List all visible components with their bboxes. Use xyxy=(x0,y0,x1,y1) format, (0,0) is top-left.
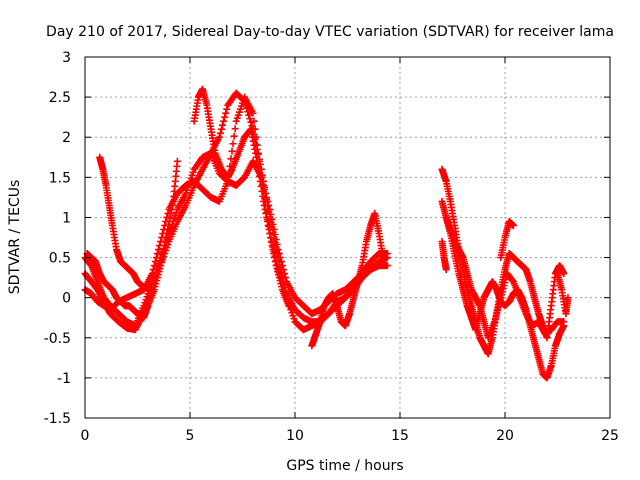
data-point-marker xyxy=(151,258,159,266)
chart-title: Day 210 of 2017, Sidereal Day-to-day VTE… xyxy=(46,24,614,40)
data-point-marker xyxy=(242,101,250,109)
data-point-marker xyxy=(285,302,293,310)
data-point-marker xyxy=(215,133,223,141)
data-point-marker xyxy=(149,266,157,274)
x-tick-label: 20 xyxy=(496,428,514,444)
data-point-marker xyxy=(564,294,572,302)
data-point-marker xyxy=(230,132,238,140)
x-tick-label: 25 xyxy=(601,428,619,444)
plot-frame xyxy=(84,56,611,419)
data-point-marker xyxy=(223,105,231,113)
data-point-marker xyxy=(509,221,517,229)
x-tick-label: 10 xyxy=(286,428,304,444)
data-point-marker xyxy=(243,104,251,112)
data-point-marker xyxy=(148,270,156,278)
y-tick-label: 2.5 xyxy=(49,90,71,106)
data-point-marker xyxy=(216,129,224,137)
y-axis-label: SDTVAR / TECUs xyxy=(7,180,23,295)
series-track-f xyxy=(190,85,293,310)
series-track-l xyxy=(438,238,450,274)
data-point-marker xyxy=(146,286,154,294)
data-points xyxy=(81,85,572,382)
x-tick-label: 0 xyxy=(81,428,90,444)
x-tick-label: 15 xyxy=(391,428,409,444)
series-track-e xyxy=(96,153,154,294)
x-tick-labels: 0 5 10 15 20 25 xyxy=(81,428,619,444)
data-point-marker xyxy=(273,249,281,257)
data-point-marker xyxy=(248,122,256,130)
data-point-marker xyxy=(247,118,255,126)
data-point-marker xyxy=(219,121,227,129)
data-point-marker xyxy=(220,117,228,125)
data-point-marker xyxy=(383,262,391,270)
data-point-marker xyxy=(276,264,284,272)
y-tick-label: -0.5 xyxy=(44,331,71,347)
y-tick-labels: -1.5 -1 -0.5 0 0.5 1 1.5 2 2.5 3 xyxy=(44,50,71,427)
data-point-marker xyxy=(246,115,254,123)
data-point-marker xyxy=(249,109,257,117)
data-point-marker xyxy=(173,157,181,165)
data-point-marker xyxy=(228,147,236,155)
x-tick-label: 5 xyxy=(186,428,195,444)
data-point-marker xyxy=(222,109,230,117)
y-tick-label: 1 xyxy=(62,210,71,226)
x-axis-label: GPS time / hours xyxy=(286,458,403,474)
data-point-marker xyxy=(229,140,237,148)
data-point-marker xyxy=(261,183,269,191)
data-point-marker xyxy=(241,97,249,105)
series-track-k xyxy=(497,217,517,262)
y-tick-label: 2 xyxy=(62,130,71,146)
axis-ticks xyxy=(84,56,611,419)
y-tick-label: -1 xyxy=(57,371,71,387)
y-tick-label: 0.5 xyxy=(49,251,71,267)
data-point-marker xyxy=(269,228,277,236)
data-point-marker xyxy=(560,270,568,278)
data-point-marker xyxy=(245,111,253,119)
data-point-marker xyxy=(150,262,158,270)
data-point-marker xyxy=(281,270,288,278)
data-point-marker xyxy=(231,125,239,133)
data-point-marker xyxy=(221,113,229,121)
data-point-marker xyxy=(240,96,248,104)
y-tick-label: -1.5 xyxy=(44,411,71,427)
data-point-marker xyxy=(442,266,450,274)
y-tick-label: 3 xyxy=(62,50,71,66)
data-point-marker xyxy=(218,125,225,133)
y-tick-label: 1.5 xyxy=(49,170,71,186)
data-point-marker xyxy=(560,318,568,326)
series-track-j xyxy=(442,213,568,342)
series-track-d xyxy=(83,157,181,322)
data-point-marker xyxy=(379,254,387,262)
series-track-g xyxy=(308,209,387,350)
y-tick-label: 0 xyxy=(62,291,71,307)
data-point-marker xyxy=(244,108,252,116)
data-point-marker xyxy=(250,117,258,125)
series-track-m xyxy=(554,270,572,318)
